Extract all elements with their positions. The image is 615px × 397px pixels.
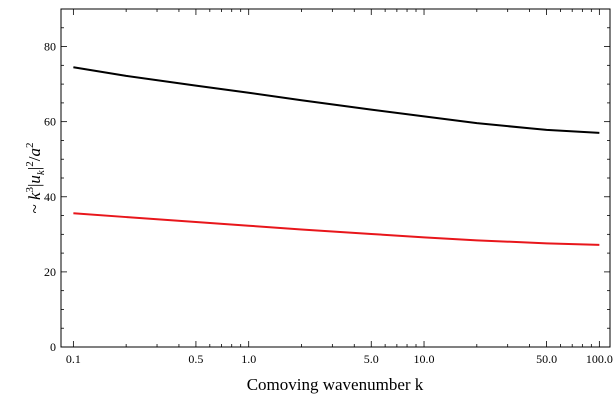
x-axis-label: Comoving wavenumber k: [247, 375, 424, 394]
series-line-2: [73, 212, 600, 246]
x-tick-label: 1.0: [241, 352, 256, 366]
x-tick-label: 50.0: [536, 352, 557, 366]
x-tick-label: 10.0: [414, 352, 435, 366]
y-tick-label: 40: [44, 190, 56, 204]
y-tick-label: 60: [44, 115, 56, 129]
series-line-1: [73, 66, 600, 134]
y-axis-label: ~ k3|uk|2/a2: [24, 143, 47, 214]
x-tick-label: 0.5: [188, 352, 203, 366]
x-tick-label: 5.0: [364, 352, 379, 366]
svg-text:~ k3|uk|2/a2: ~ k3|uk|2/a2: [24, 143, 47, 214]
y-axis-ticks: 0 20 40 60 80: [44, 8, 610, 354]
x-axis-ticks: 0.1 0.5 1.0 5.0 10.0 50.0 100.0: [66, 9, 613, 366]
plot-frame: [60, 8, 611, 348]
x-tick-label: 100.0: [586, 352, 613, 366]
y-tick-label: 0: [50, 340, 56, 354]
x-tick-label: 0.1: [66, 352, 81, 366]
y-tick-label: 80: [44, 40, 56, 54]
series-layer: [73, 66, 600, 246]
y-tick-label: 20: [44, 265, 56, 279]
